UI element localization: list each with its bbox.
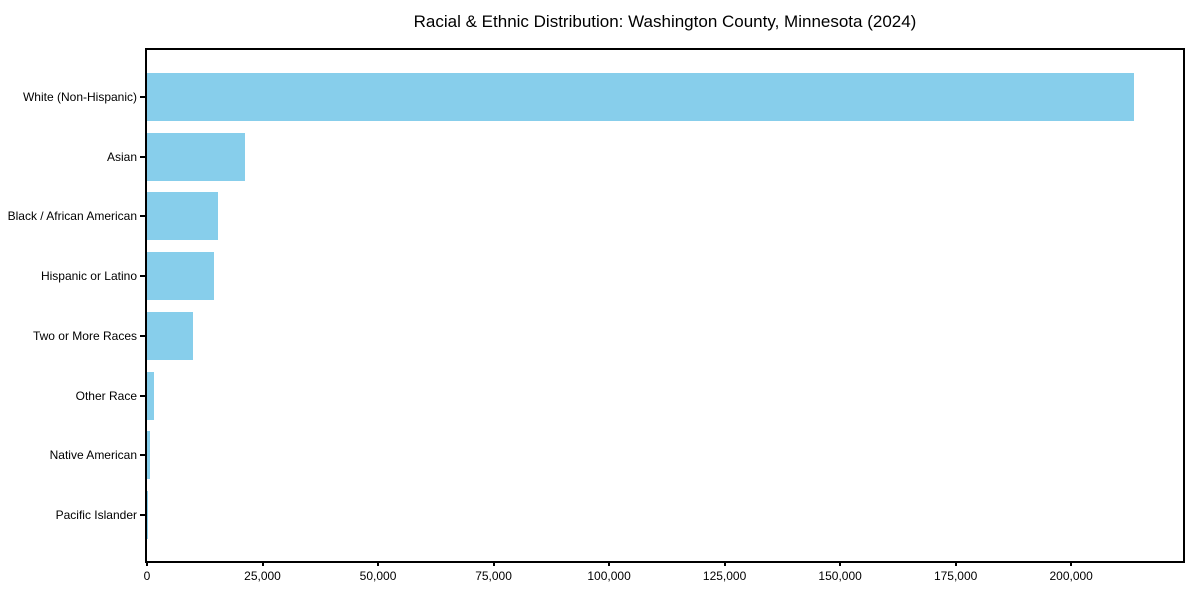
bar <box>147 192 219 241</box>
x-tick-label: 0 <box>143 569 151 583</box>
x-tick-label: 175,000 <box>933 569 978 583</box>
bar <box>147 371 154 420</box>
x-tick-label: 100,000 <box>587 569 631 583</box>
y-tick-mark <box>140 513 145 516</box>
x-tick-mark <box>954 561 957 566</box>
x-tick-label: 25,000 <box>244 569 281 583</box>
y-tick-mark <box>140 394 145 397</box>
y-tick-mark <box>140 454 145 457</box>
y-tick-mark <box>140 275 145 278</box>
x-tick-label: 150,000 <box>818 569 862 583</box>
y-tick-mark <box>140 215 145 218</box>
x-tick-mark <box>261 561 264 566</box>
x-tick-label: 50,000 <box>359 569 397 583</box>
x-tick-mark <box>492 561 495 566</box>
bar <box>147 73 1134 121</box>
x-tick-label: 75,000 <box>475 569 512 583</box>
x-tick-mark <box>839 561 842 566</box>
y-tick-label: Pacific Islander <box>55 507 137 522</box>
y-tick-label: Native American <box>49 448 137 463</box>
y-tick-label: Two or More Races <box>32 328 137 343</box>
y-tick-label: White (Non-Hispanic) <box>22 90 137 104</box>
x-tick-label: 125,000 <box>702 569 747 583</box>
bar <box>147 132 246 181</box>
chart-title: Racial & Ethnic Distribution: Washington… <box>413 12 917 31</box>
bar <box>147 431 151 480</box>
bar <box>147 252 214 301</box>
bar <box>147 311 194 360</box>
y-tick-label: Black / African American <box>7 209 137 224</box>
y-tick-label: Asian <box>106 149 137 164</box>
y-tick-mark <box>140 155 145 158</box>
y-tick-mark <box>140 96 145 98</box>
bar <box>147 490 148 539</box>
y-tick-label: Hispanic or Latino <box>40 269 137 284</box>
plot-area <box>147 50 1183 561</box>
y-tick-label: Other Race <box>75 388 137 403</box>
x-tick-mark <box>377 561 380 566</box>
x-tick-label: 200,000 <box>1049 569 1093 583</box>
y-tick-mark <box>140 334 145 337</box>
x-tick-mark <box>608 561 611 566</box>
x-tick-mark <box>146 561 148 566</box>
x-tick-mark <box>723 561 726 566</box>
x-tick-mark <box>1070 561 1073 566</box>
